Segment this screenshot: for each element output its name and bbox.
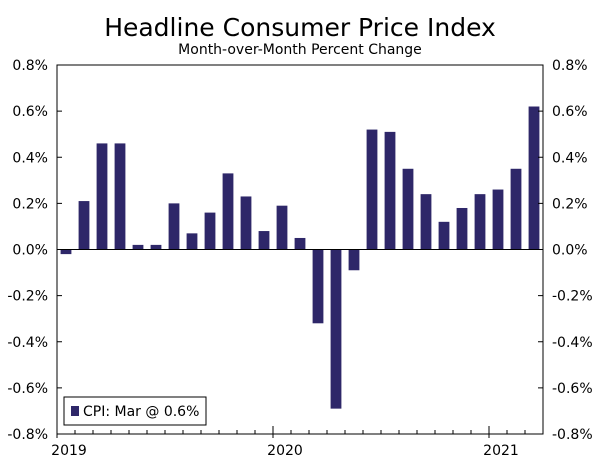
bar-jul-2019 xyxy=(168,203,180,250)
bar-jul-2020 xyxy=(384,131,396,250)
y-axis-right: 0.8% 0.6% 0.4% 0.2% 0.0% -0.2% -0.4% -0.6% -0.8% xyxy=(538,58,593,443)
y-tick-label-right: 0.2% xyxy=(552,196,588,212)
chart-title: Headline Consumer Price Index xyxy=(104,13,496,42)
y-tick-label-right: 0.6% xyxy=(552,104,588,120)
y-tick-label-left: 0.4% xyxy=(12,150,48,166)
bar-jan-2020 xyxy=(276,205,288,250)
legend-box xyxy=(63,396,207,426)
bar-nov-2020 xyxy=(456,207,468,250)
bar-jan-2019 xyxy=(60,249,72,255)
legend-label: CPI: Mar @ 0.6% xyxy=(83,404,199,420)
y-tick-label-right: 0.0% xyxy=(552,243,588,259)
bar-may-2020 xyxy=(348,249,360,271)
y-tick-label-right: -0.4% xyxy=(552,335,593,351)
legend: CPI: Mar @ 0.6% xyxy=(63,396,207,426)
y-tick-label-left: 0.0% xyxy=(12,243,48,259)
y-tick-label-left: -0.4% xyxy=(7,335,48,351)
bar-apr-2019 xyxy=(114,143,126,250)
y-tick-label-left: 0.2% xyxy=(12,196,48,212)
x-year-label-2021: 2021 xyxy=(483,443,519,459)
y-tick-label-left: -0.6% xyxy=(7,381,48,397)
y-tick-label-left: -0.8% xyxy=(7,427,48,443)
bar-mar-2020 xyxy=(312,249,324,324)
bar-jan-2021 xyxy=(492,189,504,250)
y-tick-label-right: -0.8% xyxy=(552,427,593,443)
bar-nov-2019 xyxy=(240,196,252,250)
bar-oct-2019 xyxy=(222,173,234,250)
bars xyxy=(60,106,540,409)
y-tick-label-right: -0.6% xyxy=(552,381,593,397)
x-ticks xyxy=(56,426,544,438)
bar-dec-2019 xyxy=(258,231,270,250)
y-tick-label-right: 0.4% xyxy=(552,150,588,166)
y-tick-label-left: 0.6% xyxy=(12,104,48,120)
bar-jun-2019 xyxy=(150,244,162,250)
bar-sep-2020 xyxy=(420,194,432,250)
bar-feb-2019 xyxy=(78,201,90,250)
bar-jun-2020 xyxy=(366,129,378,250)
y-tick-label-left: -0.2% xyxy=(7,289,48,305)
bar-aug-2019 xyxy=(186,233,198,250)
x-year-label-2020: 2020 xyxy=(267,443,303,459)
bar-sep-2019 xyxy=(204,212,216,250)
bar-dec-2020 xyxy=(474,194,486,250)
x-axis-labels: 2019 2020 2021 xyxy=(51,443,519,459)
bar-aug-2020 xyxy=(402,168,414,250)
chart-subtitle: Month-over-Month Percent Change xyxy=(178,42,422,58)
y-tick-label-right: -0.2% xyxy=(552,289,593,305)
x-year-label-2019: 2019 xyxy=(51,443,87,459)
bar-mar-2021 xyxy=(528,106,540,250)
bar-feb-2021 xyxy=(510,168,522,250)
y-tick-label-right: 0.8% xyxy=(552,58,588,74)
y-tick-label-left: 0.8% xyxy=(12,58,48,74)
bar-mar-2019 xyxy=(96,143,108,250)
bar-oct-2020 xyxy=(438,221,450,250)
bar-feb-2020 xyxy=(294,237,306,250)
bar-may-2019 xyxy=(132,244,144,250)
bar-apr-2020 xyxy=(330,249,342,409)
y-axis-left: 0.8% 0.6% 0.4% 0.2% 0.0% -0.2% -0.4% -0.6% -0.8% xyxy=(7,58,62,443)
legend-swatch xyxy=(71,406,79,416)
